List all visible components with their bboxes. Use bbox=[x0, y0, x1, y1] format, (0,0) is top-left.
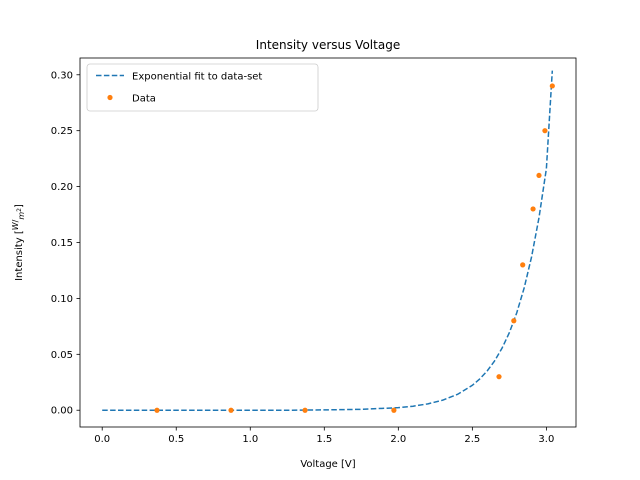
x-tick-label: 1.0 bbox=[242, 434, 258, 445]
data-point bbox=[496, 374, 502, 380]
data-point bbox=[511, 318, 517, 324]
svg-text:Intensity [W/m2]: Intensity [W/m2] bbox=[11, 204, 26, 281]
x-axis-ticks: 0.0 0.5 1.0 1.5 2.0 2.5 3.0 bbox=[94, 427, 554, 445]
y-tick-label: 0.05 bbox=[51, 350, 73, 361]
y-tick-label: 0.20 bbox=[51, 182, 73, 193]
data-point bbox=[228, 407, 234, 413]
legend-frame bbox=[86, 63, 319, 112]
y-axis-unit-exponent: 2 bbox=[16, 208, 23, 212]
y-axis-unit-denominator: m bbox=[17, 212, 26, 220]
legend: Exponential fit to data-set Data bbox=[86, 63, 319, 112]
data-point bbox=[536, 172, 542, 179]
x-tick-label: 2.5 bbox=[464, 434, 480, 445]
y-tick-label: 0.10 bbox=[51, 294, 73, 305]
data-point bbox=[302, 407, 308, 413]
y-axis-unit-slash: / bbox=[11, 219, 20, 222]
data-point bbox=[391, 407, 397, 413]
fit-line bbox=[102, 70, 554, 411]
y-axis-unit-close-bracket: ] bbox=[14, 204, 25, 208]
x-axis-label: Voltage [V] bbox=[300, 459, 355, 470]
data-point bbox=[549, 83, 555, 89]
plot-area bbox=[102, 70, 555, 413]
data-point bbox=[530, 206, 536, 212]
y-tick-label: 0.15 bbox=[51, 238, 73, 249]
data-point bbox=[542, 128, 548, 134]
y-axis-ticks: 0.00 0.05 0.10 0.15 0.20 0.25 0.30 bbox=[51, 70, 80, 417]
x-tick-label: 0.0 bbox=[94, 434, 110, 445]
x-tick-label: 2.0 bbox=[390, 434, 406, 445]
legend-label-data: Data bbox=[132, 94, 156, 105]
legend-marker-data bbox=[107, 94, 113, 101]
y-axis-unit-open-bracket: [ bbox=[14, 230, 25, 237]
axes-frame bbox=[79, 57, 577, 428]
y-axis-label: Intensity [W/m2] bbox=[11, 204, 26, 281]
chart-title: Intensity versus Voltage bbox=[256, 38, 400, 52]
data-point bbox=[520, 262, 526, 268]
x-tick-label: 1.5 bbox=[316, 434, 332, 445]
legend-label-fit: Exponential fit to data-set bbox=[132, 72, 262, 83]
y-tick-label: 0.00 bbox=[51, 406, 73, 417]
y-tick-label: 0.25 bbox=[51, 126, 73, 137]
y-axis-label-text: Intensity bbox=[14, 237, 25, 281]
y-axis-unit-numerator: W bbox=[11, 221, 20, 230]
data-point bbox=[154, 407, 160, 413]
x-tick-label: 3.0 bbox=[538, 434, 554, 445]
x-tick-label: 0.5 bbox=[168, 434, 184, 445]
y-tick-label: 0.30 bbox=[51, 70, 73, 81]
